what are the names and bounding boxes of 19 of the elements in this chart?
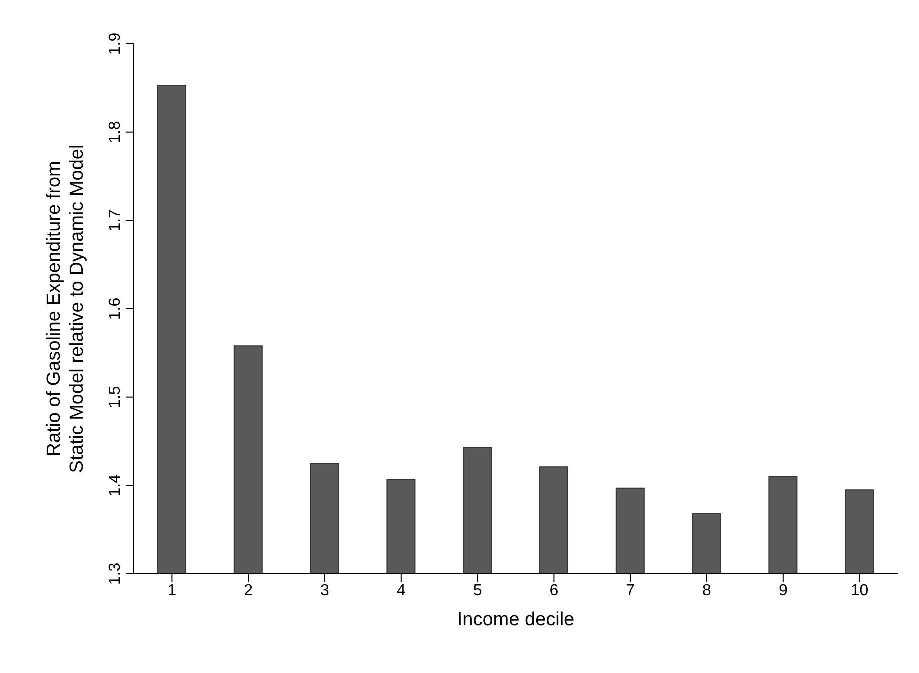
y-tick-label: 1.3 <box>107 562 124 586</box>
x-tick-label: 2 <box>244 582 254 600</box>
x-tick-label: 8 <box>702 582 712 600</box>
x-tick-label: 5 <box>473 582 482 600</box>
x-tick-label: 1 <box>168 582 177 600</box>
x-tick-label: 6 <box>550 582 559 600</box>
y-tick-label: 1.4 <box>107 474 124 497</box>
x-axis-title: Income decile <box>457 609 575 630</box>
x-tick-label: 10 <box>850 582 869 600</box>
y-tick-label: 1.5 <box>107 386 124 408</box>
y-tick-label: 1.8 <box>107 121 124 144</box>
x-tick-label: 7 <box>626 582 636 600</box>
x-tick-label: 4 <box>396 582 406 600</box>
y-tick-label: 1.7 <box>107 209 124 232</box>
y-axis-title: Ratio of Gasoline Expenditure from Static Model relative to Dynamic Model <box>44 144 88 474</box>
y-tick-label: 1.6 <box>107 298 124 320</box>
y-tick-label: 1.9 <box>107 32 124 56</box>
x-tick-label: 3 <box>320 582 330 600</box>
x-tick-label: 9 <box>778 582 788 600</box>
